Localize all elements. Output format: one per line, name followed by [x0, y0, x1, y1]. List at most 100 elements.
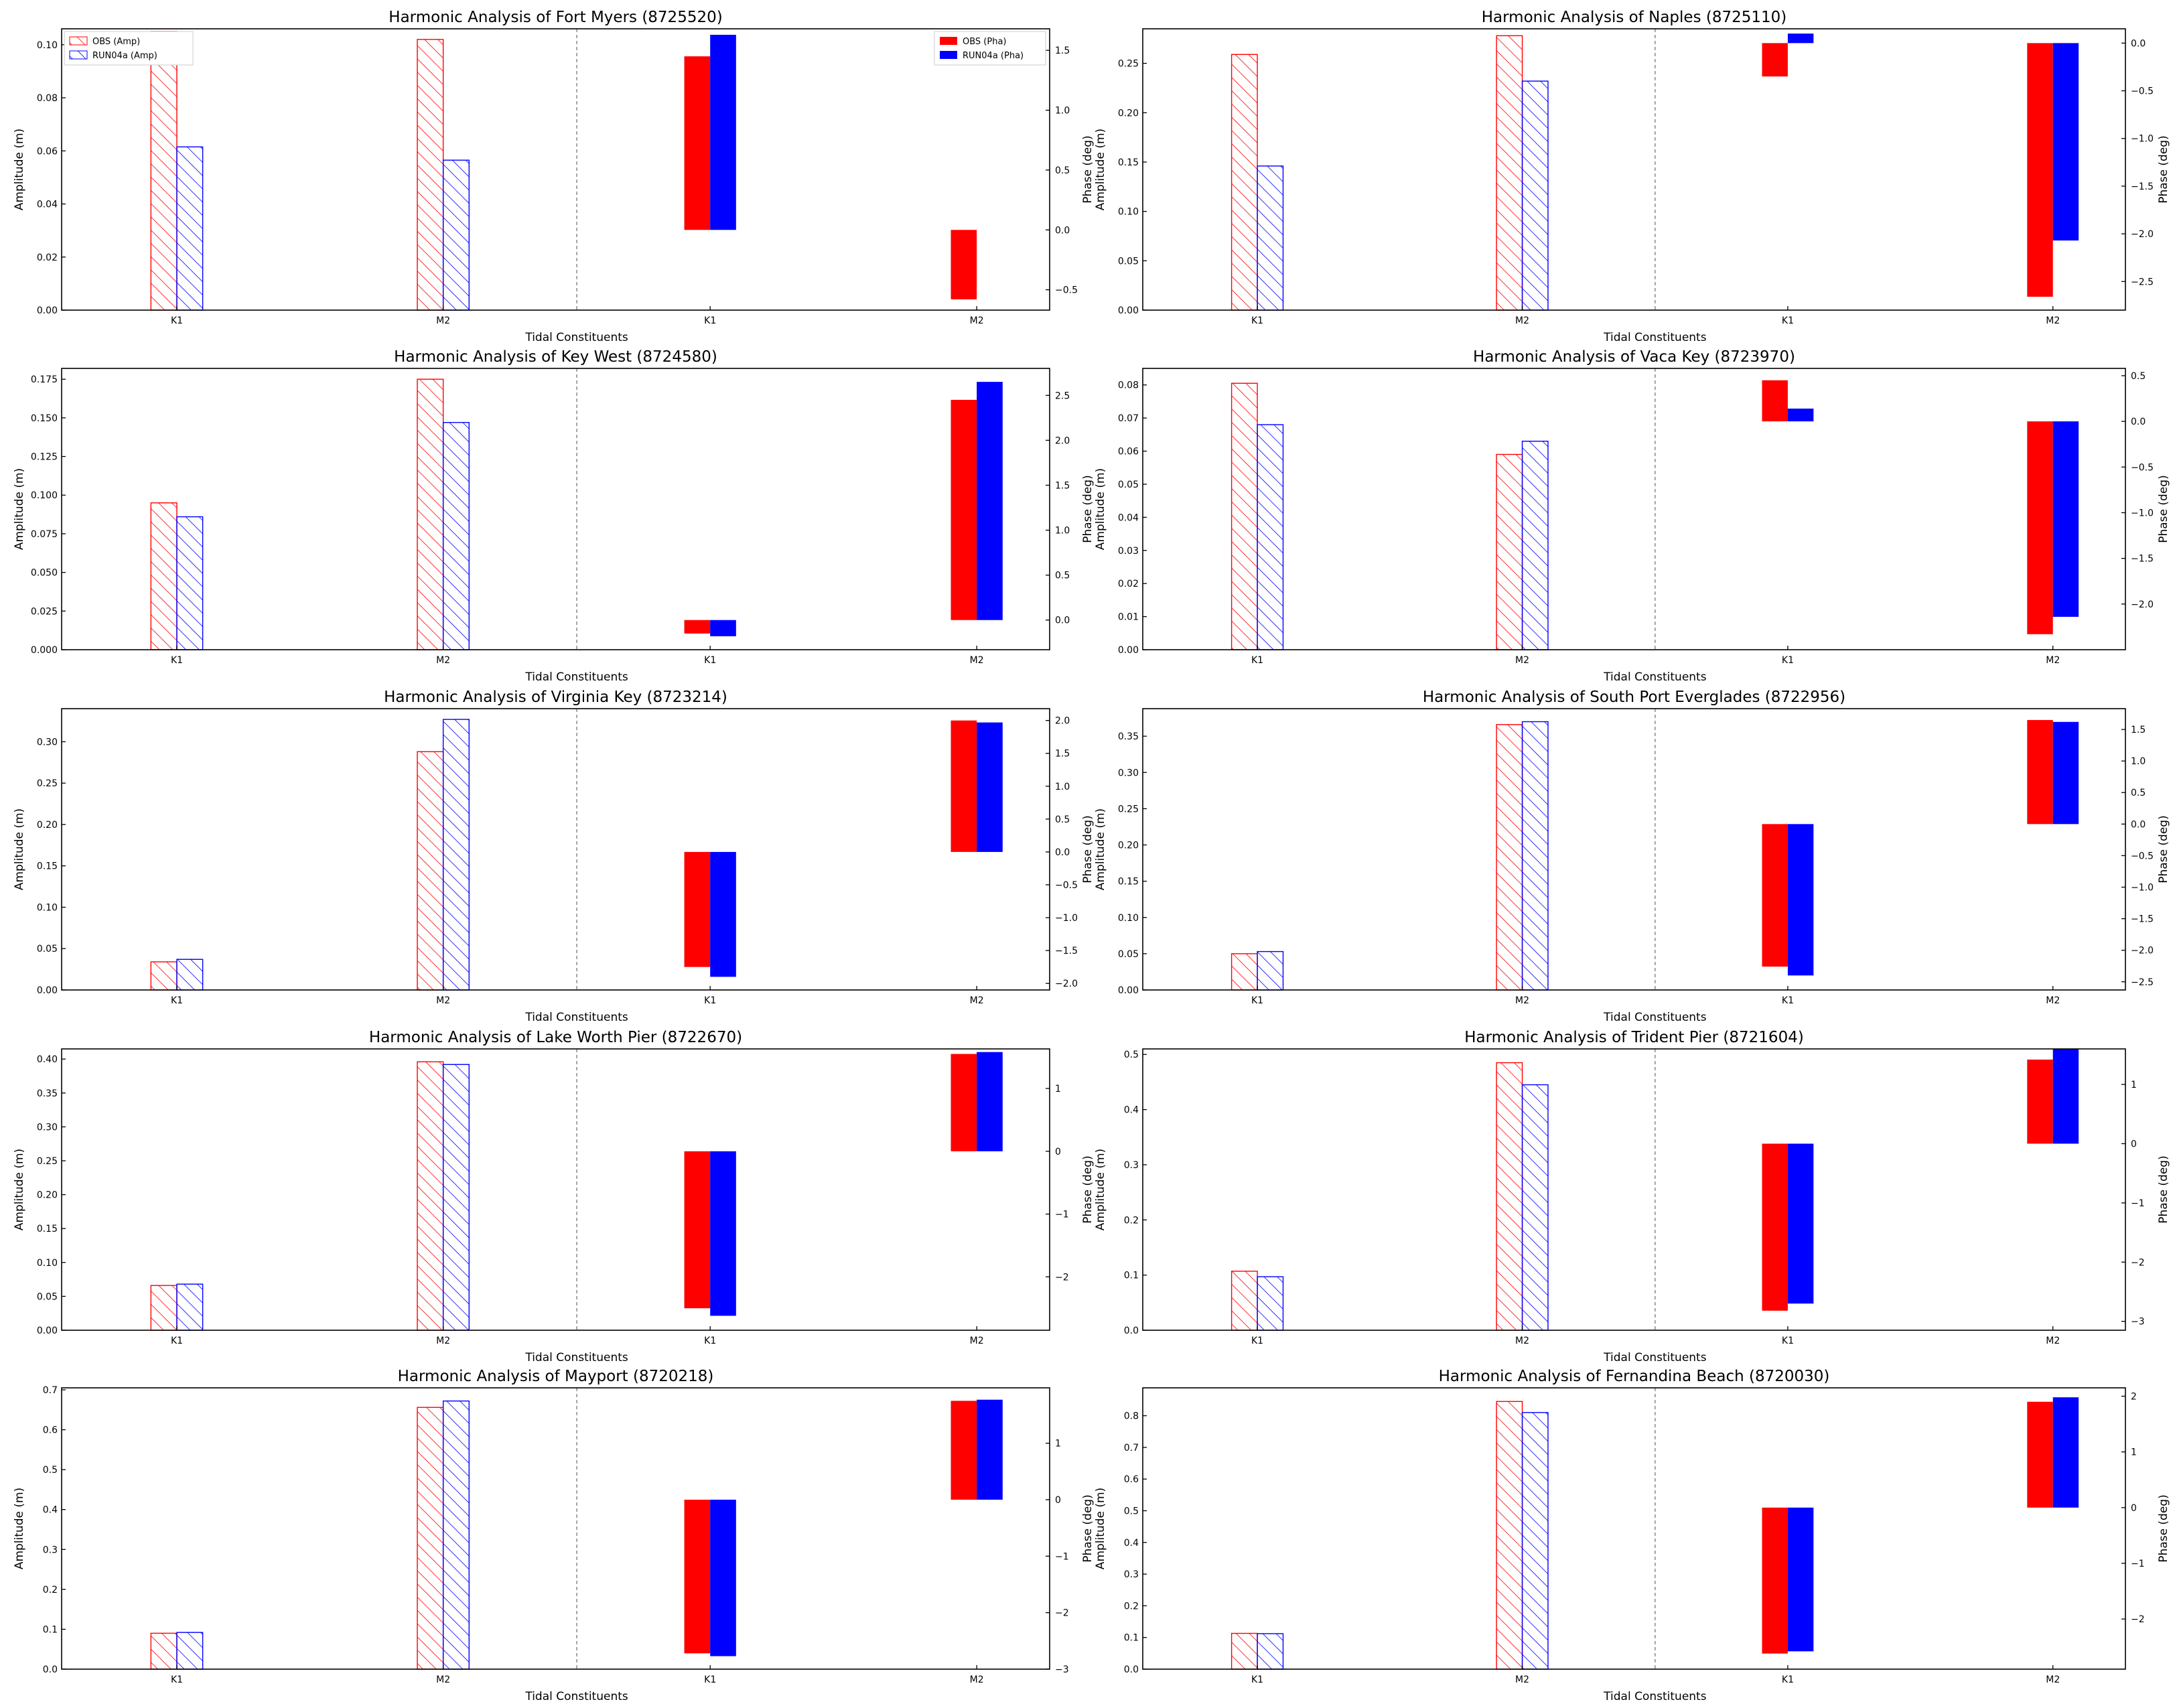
amp-tick-label: 0.3 — [1124, 1569, 1139, 1580]
amp-tick-label: 0.30 — [37, 1122, 58, 1133]
axes-frame — [61, 708, 1050, 991]
amp-tick-label: 0.0 — [1124, 1664, 1139, 1675]
axes-frame — [61, 28, 1050, 311]
pha-tick-label: −0.5 — [2131, 462, 2154, 473]
chart-title: Harmonic Analysis of South Port Everglad… — [1423, 689, 1845, 706]
amp-tick-label: 0.10 — [37, 1258, 58, 1269]
bar-run-amp — [1257, 950, 1284, 991]
amp-tick-label: 0.06 — [1118, 447, 1139, 457]
x-tick-label: M2 — [436, 995, 450, 1006]
bar-obs-amp — [1231, 1271, 1258, 1331]
bar-obs-amp — [150, 1632, 178, 1670]
amp-tick-label: 0.02 — [37, 253, 58, 263]
bar-obs-pha — [951, 230, 977, 299]
bar-run-pha — [1787, 409, 1814, 422]
x-tick-label: K1 — [1251, 315, 1263, 326]
x-tick-label: K1 — [1251, 1675, 1263, 1685]
amp-tick-label: 0.05 — [37, 944, 58, 954]
bar-obs-amp — [150, 31, 178, 311]
amp-tick-label: 0.075 — [31, 529, 58, 540]
x-tick-label: K1 — [704, 1336, 716, 1346]
bar-run-amp — [1521, 1084, 1549, 1331]
amp-tick-label: 0.00 — [37, 305, 58, 316]
x-tick-label: M2 — [1515, 1675, 1529, 1685]
x-axis-label: Tidal Constituents — [524, 1690, 628, 1703]
bar-run-amp — [442, 1400, 470, 1670]
x-tick-label: K1 — [1782, 655, 1794, 666]
legend-phase: OBS (Pha) RUN04a (Pha) — [934, 31, 1046, 66]
bar-obs-amp — [417, 1061, 444, 1331]
x-tick-label: K1 — [171, 655, 183, 666]
x-axis-label: Tidal Constituents — [1603, 1690, 1707, 1703]
bar-run-pha — [2052, 721, 2079, 825]
bar-run-amp — [1521, 1412, 1549, 1670]
bar-run-pha — [977, 722, 1003, 852]
bar-obs-pha — [1762, 1507, 1788, 1654]
chart-title: Harmonic Analysis of Trident Pier (87216… — [1464, 1029, 1804, 1046]
legend-label-obs-amp: OBS (Amp) — [92, 37, 140, 47]
chart-panel: Harmonic Analysis of Lake Worth Pier (87… — [13, 1029, 1095, 1364]
pha-tick-label: −1.0 — [2131, 508, 2154, 518]
amp-tick-label: 0.5 — [1124, 1506, 1139, 1517]
x-tick-label: K1 — [1251, 995, 1263, 1006]
bar-obs-amp — [1496, 724, 1523, 991]
x-tick-label: K1 — [171, 1336, 183, 1346]
x-tick-label: M2 — [1515, 995, 1529, 1006]
bar-obs-pha — [1762, 824, 1788, 967]
amp-tick-label: 0.10 — [1118, 207, 1139, 218]
bar-run-amp — [1257, 165, 1284, 311]
chart-title: Harmonic Analysis of Virginia Key (87232… — [384, 689, 727, 706]
pha-tick-label: −2.0 — [2131, 229, 2154, 240]
pha-tick-label: −2.0 — [2131, 946, 2154, 956]
pha-tick-label: −2.0 — [1055, 979, 1078, 989]
bar-obs-amp — [1231, 953, 1258, 991]
x-tick-label: K1 — [1782, 1336, 1794, 1346]
bar-obs-amp — [1231, 382, 1258, 650]
bar-obs-pha — [951, 1054, 977, 1151]
y-axis-label-left: Amplitude (m) — [13, 808, 26, 890]
amp-tick-label: 0.8 — [1124, 1411, 1139, 1422]
bar-run-pha — [2052, 421, 2079, 617]
amp-tick-label: 0.10 — [1118, 913, 1139, 924]
y-axis-label-left: Amplitude (m) — [13, 1149, 26, 1230]
bar-obs-pha — [684, 1499, 711, 1654]
pha-tick-label: 0.5 — [1055, 814, 1070, 825]
bar-run-amp — [442, 719, 470, 991]
pha-tick-label: 0.0 — [2131, 819, 2146, 830]
bar-run-pha — [710, 1499, 736, 1656]
pha-tick-label: 1.0 — [2131, 756, 2146, 767]
axes-frame — [61, 368, 1050, 650]
x-tick-label: K1 — [171, 315, 183, 326]
pha-tick-label: 0.0 — [1055, 225, 1070, 236]
amp-tick-label: 0.3 — [1124, 1160, 1139, 1171]
pha-tick-label: −2.5 — [2131, 277, 2154, 287]
amp-tick-label: 0.08 — [1118, 380, 1139, 391]
pha-tick-label: −3 — [1055, 1664, 1069, 1675]
bar-run-pha — [2052, 1049, 2079, 1144]
bar-obs-pha — [1762, 43, 1788, 77]
x-tick-label: K1 — [1251, 1336, 1263, 1346]
x-axis-label: Tidal Constituents — [524, 1011, 628, 1024]
amp-tick-label: 0.10 — [37, 902, 58, 913]
x-tick-label: M2 — [2046, 315, 2060, 326]
x-tick-label: M2 — [2046, 995, 2060, 1006]
bar-obs-amp — [417, 751, 444, 991]
bar-run-pha — [977, 1399, 1003, 1500]
bar-run-pha — [710, 620, 736, 636]
pha-tick-label: −0.5 — [1055, 285, 1078, 296]
chart-title: Harmonic Analysis of Fernandina Beach (8… — [1439, 1368, 1830, 1385]
pha-tick-label: −2 — [1055, 1608, 1069, 1619]
bar-obs-amp — [1496, 1401, 1523, 1670]
bar-run-amp — [1521, 441, 1549, 650]
x-tick-label: K1 — [171, 995, 183, 1006]
pha-tick-label: 2.5 — [1055, 390, 1070, 401]
bar-run-pha — [1787, 33, 1814, 44]
amp-tick-label: 0.20 — [37, 820, 58, 831]
pha-tick-label: −1.5 — [2131, 914, 2154, 925]
x-axis-label: Tidal Constituents — [1603, 1011, 1707, 1024]
amp-tick-label: 0.6 — [1124, 1474, 1139, 1485]
amp-tick-label: 0.40 — [37, 1054, 58, 1065]
amp-tick-label: 0.05 — [1118, 949, 1139, 960]
y-axis-label-right: Phase (deg) — [1081, 815, 1095, 883]
axes-frame — [1142, 1387, 2126, 1670]
